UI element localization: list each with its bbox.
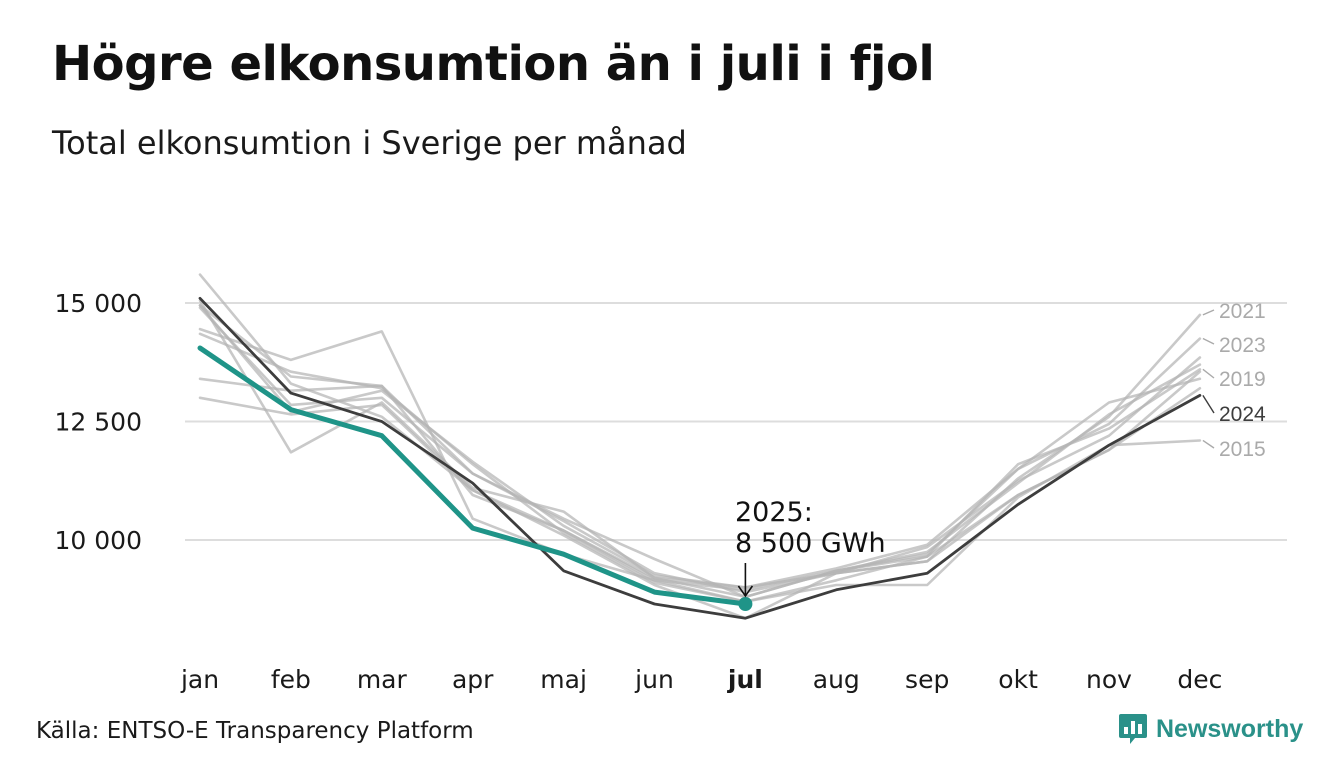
series-line-2025 (197, 345, 748, 607)
x-tick-label-maj: maj (540, 665, 587, 694)
chart-title: Högre elkonsumtion än i juli i fjol (52, 36, 935, 92)
series-line-2019 (198, 327, 1202, 592)
y-tick-label-12500: 12 500 (55, 408, 142, 437)
annotation: 2025:8 500 GWh (735, 497, 886, 598)
x-axis-tick-labels: jan feb mar apr maj jun jul aug sep okt nov dec (180, 665, 1222, 694)
newsworthy-logo-icon (1119, 714, 1147, 744)
series-end-label-2021: 2021 (1219, 300, 1266, 323)
x-tick-label-okt: okt (998, 665, 1038, 694)
x-tick-label-nov: nov (1086, 665, 1132, 694)
series-end-label-2015: 2015 (1219, 438, 1266, 461)
y-axis-tick-labels: 10 000 12 500 15 000 (55, 289, 142, 555)
x-tick-label-mar: mar (357, 665, 408, 694)
annotation-year: 2025: (735, 497, 813, 528)
series-line-year-7 (198, 306, 1202, 594)
label-connector-2021 (1202, 309, 1215, 316)
label-connector-2019 (1202, 368, 1215, 379)
series-point-2025-jul (738, 596, 753, 611)
x-tick-label-sep: sep (905, 665, 949, 694)
series-line-year-5 (198, 332, 1202, 603)
x-tick-label-feb: feb (271, 665, 311, 694)
x-tick-label-apr: apr (452, 665, 494, 694)
series-end-label-2024: 2024 (1219, 403, 1266, 426)
brand-name: Newsworthy (1156, 714, 1304, 743)
series-end-label-2019: 2019 (1219, 368, 1266, 391)
x-tick-label-jan: jan (180, 665, 219, 694)
source-note: Källa: ENTSO-E Transparency Platform (36, 718, 474, 744)
label-connector-2015 (1202, 439, 1215, 449)
series-end-labels: 2021 2023 2019 2024 2015 (1202, 300, 1266, 461)
x-tick-label-jun: jun (634, 665, 674, 694)
y-tick-label-10000: 10 000 (55, 526, 142, 555)
series-line-2024 (198, 296, 1202, 620)
x-tick-label-dec: dec (1177, 665, 1222, 694)
series-layer (197, 273, 1202, 620)
annotation-arrow-head (737, 585, 754, 598)
label-connector-2023 (1202, 337, 1215, 345)
series-line-2021 (198, 299, 1202, 589)
series-line-2023 (198, 304, 1202, 589)
y-tick-label-15000: 15 000 (55, 289, 142, 318)
x-tick-label-aug: aug (813, 665, 860, 694)
series-end-label-2023: 2023 (1219, 334, 1266, 357)
label-connector-2024 (1202, 395, 1215, 414)
brand-logo[interactable]: Newsworthy (1118, 712, 1303, 746)
annotation-value: 8 500 GWh (735, 528, 886, 559)
x-tick-label-jul: jul (727, 665, 763, 694)
chart-subtitle: Total elkonsumtion i Sverige per månad (52, 124, 687, 162)
